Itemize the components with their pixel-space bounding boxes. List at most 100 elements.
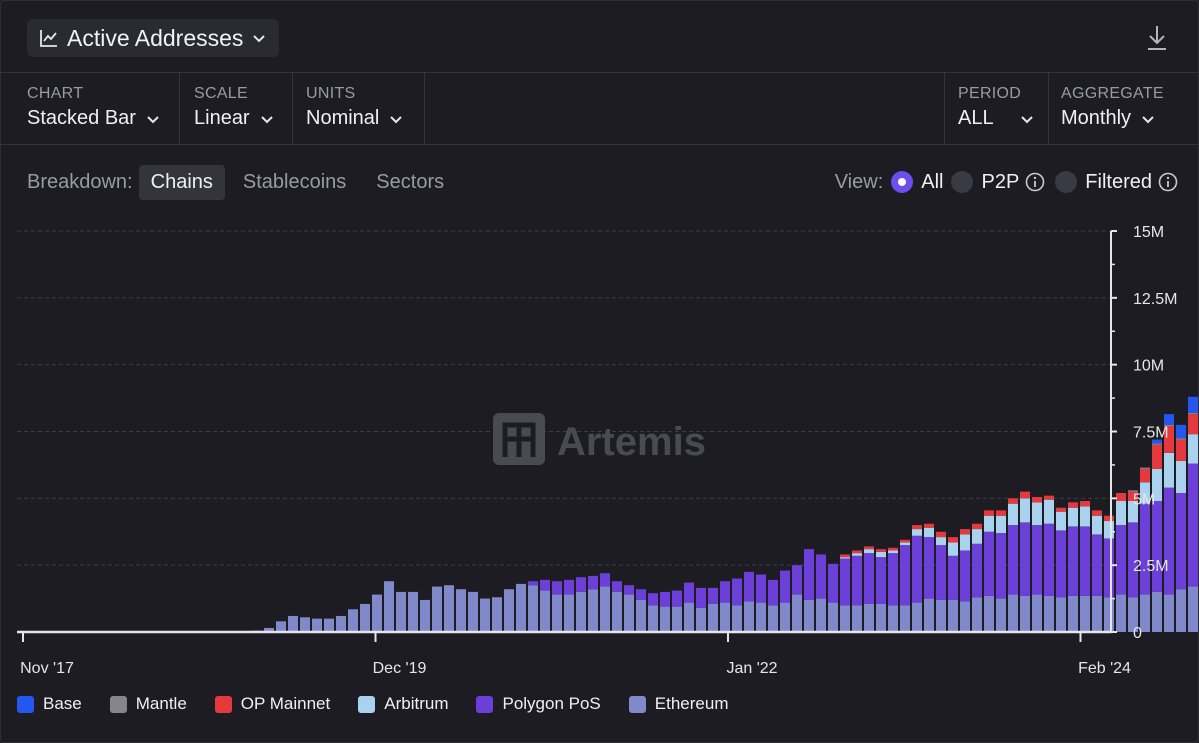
bar-segment-arbitrum[interactable] (840, 557, 850, 559)
bar-segment-mantle[interactable] (1164, 424, 1174, 427)
bar-segment-mantle[interactable] (1188, 412, 1198, 415)
bar-segment-ethereum[interactable] (1128, 597, 1138, 632)
bar-segment-ethereum[interactable] (1164, 594, 1174, 632)
bar-segment-op-mainnet[interactable] (1032, 496, 1042, 503)
bar-segment-ethereum[interactable] (480, 598, 490, 632)
bar-segment-ethereum[interactable] (828, 602, 838, 632)
bar-segment-arbitrum[interactable] (1116, 501, 1126, 526)
bar-segment-ethereum[interactable] (588, 589, 598, 632)
bar-segment-ethereum[interactable] (936, 599, 946, 632)
bar-segment-polygon-pos[interactable] (1104, 538, 1114, 598)
bar-segment-ethereum[interactable] (960, 601, 970, 632)
bar-segment-polygon-pos[interactable] (660, 591, 670, 607)
bar-segment-polygon-pos[interactable] (1020, 522, 1030, 596)
bar-segment-ethereum[interactable] (1140, 594, 1150, 632)
bar-segment-ethereum[interactable] (840, 605, 850, 632)
bar-segment-arbitrum[interactable] (996, 515, 1006, 534)
bar-segment-ethereum[interactable] (924, 598, 934, 632)
bar-segment-ethereum[interactable] (1092, 595, 1102, 632)
download-icon[interactable] (1144, 23, 1170, 53)
view-option-filtered[interactable]: Filtered (1085, 170, 1152, 193)
bar-segment-op-mainnet[interactable] (876, 549, 886, 552)
bar-segment-mantle[interactable] (1176, 438, 1186, 440)
bar-segment-polygon-pos[interactable] (636, 589, 646, 600)
bar-segment-polygon-pos[interactable] (612, 581, 622, 592)
bar-segment-base[interactable] (1164, 414, 1174, 425)
bar-segment-polygon-pos[interactable] (1188, 463, 1198, 587)
bar-segment-ethereum[interactable] (1152, 591, 1162, 632)
bar-segment-polygon-pos[interactable] (756, 574, 766, 603)
bar-segment-polygon-pos[interactable] (696, 587, 706, 608)
bar-segment-polygon-pos[interactable] (1140, 503, 1150, 595)
bar-segment-polygon-pos[interactable] (828, 563, 838, 603)
bar-segment-ethereum[interactable] (1080, 595, 1090, 632)
bar-segment-polygon-pos[interactable] (744, 571, 754, 602)
bar-segment-ethereum[interactable] (1104, 597, 1114, 632)
bar-segment-polygon-pos[interactable] (720, 581, 730, 603)
radio-all[interactable] (891, 171, 914, 193)
bar-segment-polygon-pos[interactable] (624, 585, 634, 595)
bar-segment-polygon-pos[interactable] (996, 533, 1006, 599)
bar-segment-op-mainnet[interactable] (1164, 426, 1174, 453)
bar-segment-arbitrum[interactable] (984, 515, 994, 532)
bar-segment-polygon-pos[interactable] (948, 555, 958, 600)
bar-segment-ethereum[interactable] (504, 589, 514, 632)
bar-segment-op-mainnet[interactable] (936, 531, 946, 538)
bar-segment-ethereum[interactable] (672, 606, 682, 632)
bar-segment-mantle[interactable] (1128, 490, 1138, 492)
scale-control[interactable]: SCALE Linear (194, 73, 274, 145)
bar-segment-mantle[interactable] (1152, 443, 1162, 445)
bar-segment-ethereum[interactable] (360, 603, 370, 632)
bar-segment-ethereum[interactable] (900, 605, 910, 632)
bar-segment-ethereum[interactable] (912, 602, 922, 632)
bar-segment-ethereum[interactable] (1188, 586, 1198, 632)
bar-segment-op-mainnet[interactable] (1080, 501, 1090, 507)
bar-segment-polygon-pos[interactable] (792, 565, 802, 595)
bar-segment-polygon-pos[interactable] (852, 555, 862, 606)
bar-segment-ethereum[interactable] (984, 595, 994, 632)
bar-segment-ethereum[interactable] (660, 606, 670, 632)
bar-segment-op-mainnet[interactable] (1044, 495, 1054, 500)
tab-sectors[interactable]: Sectors (376, 170, 445, 193)
bar-segment-polygon-pos[interactable] (816, 554, 826, 599)
bar-segment-polygon-pos[interactable] (1080, 526, 1090, 596)
bar-segment-ethereum[interactable] (420, 599, 430, 632)
bar-segment-ethereum[interactable] (732, 605, 742, 632)
bar-segment-op-mainnet[interactable] (852, 550, 862, 554)
bar-segment-ethereum[interactable] (1176, 589, 1186, 632)
bar-segment-ethereum[interactable] (804, 599, 814, 632)
aggregate-control[interactable]: AGGREGATE Monthly (1061, 73, 1164, 145)
bar-segment-ethereum[interactable] (300, 617, 310, 632)
bar-segment-op-mainnet[interactable] (960, 529, 970, 535)
bar-segment-polygon-pos[interactable] (1068, 526, 1078, 596)
bar-segment-ethereum[interactable] (720, 602, 730, 632)
bar-segment-op-mainnet[interactable] (912, 525, 922, 530)
units-control[interactable]: UNITS Nominal (306, 73, 403, 145)
bar-segment-arbitrum[interactable] (1188, 434, 1198, 464)
bar-segment-polygon-pos[interactable] (552, 581, 562, 595)
bar-segment-op-mainnet[interactable] (900, 539, 910, 543)
bar-segment-ethereum[interactable] (792, 594, 802, 632)
bar-segment-polygon-pos[interactable] (1008, 525, 1018, 595)
bar-segment-ethereum[interactable] (408, 591, 418, 632)
bar-segment-arbitrum[interactable] (1140, 482, 1150, 504)
bar-segment-ethereum[interactable] (744, 601, 754, 632)
bar-segment-ethereum[interactable] (756, 602, 766, 632)
bar-segment-op-mainnet[interactable] (948, 537, 958, 543)
bar-segment-arbitrum[interactable] (912, 529, 922, 536)
bar-segment-arbitrum[interactable] (1080, 506, 1090, 527)
bar-segment-base[interactable] (1188, 396, 1198, 413)
bar-segment-ethereum[interactable] (264, 627, 274, 632)
bar-segment-arbitrum[interactable] (1104, 521, 1114, 539)
bar-segment-ethereum[interactable] (816, 598, 826, 632)
legend-item-mantle[interactable]: Mantle (109, 694, 187, 714)
bar-segment-polygon-pos[interactable] (600, 573, 610, 587)
bar-segment-polygon-pos[interactable] (804, 549, 814, 600)
bar-segment-op-mainnet[interactable] (1068, 502, 1078, 508)
bar-segment-polygon-pos[interactable] (576, 577, 586, 592)
bar-segment-polygon-pos[interactable] (936, 545, 946, 600)
chart-type-control[interactable]: CHART Stacked Bar (27, 73, 160, 145)
bar-segment-arbitrum[interactable] (864, 549, 874, 554)
tab-stablecoins[interactable]: Stablecoins (242, 170, 347, 193)
bar-segment-ethereum[interactable] (516, 583, 526, 632)
